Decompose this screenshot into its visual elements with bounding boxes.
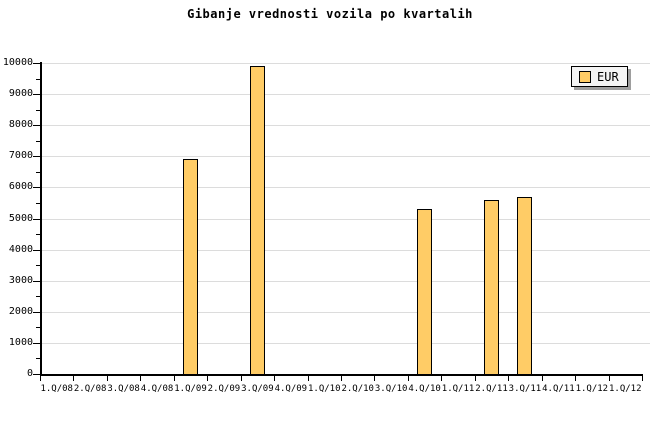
x-tick — [541, 376, 543, 381]
y-tick-label: 9000 — [8, 88, 33, 100]
x-tick — [40, 376, 41, 381]
x-tick — [508, 376, 510, 381]
gridline-5000 — [42, 218, 650, 220]
y-tick-3000 — [33, 280, 40, 282]
y-tick-7000 — [33, 156, 40, 158]
x-tick — [73, 376, 75, 381]
x-axis-line — [40, 374, 643, 376]
x-tick-label: 4.Q/09 — [274, 384, 308, 394]
legend: EUR — [571, 66, 628, 87]
x-tick-label: 3.Q/11 — [508, 384, 542, 394]
x-tick-label: 3.Q/10 — [374, 384, 408, 394]
bar-3.Q/11 — [517, 197, 533, 375]
y-minor-tick-6500 — [36, 171, 40, 173]
x-tick — [240, 376, 242, 381]
x-tick-label: 4.Q/11 — [542, 384, 575, 394]
y-axis-line — [40, 62, 42, 376]
y-tick-10000 — [33, 63, 40, 64]
y-tick-1000 — [33, 342, 40, 344]
x-tick — [575, 376, 577, 381]
x-tick — [106, 376, 108, 381]
y-minor-tick-3500 — [36, 265, 40, 267]
x-tick-label: 3.Q/09 — [241, 384, 274, 394]
legend-swatch-eur — [579, 70, 591, 83]
y-minor-tick-5500 — [36, 202, 40, 204]
y-minor-tick-1500 — [36, 327, 40, 329]
x-tick — [608, 376, 610, 381]
y-tick-label: 1000 — [8, 336, 33, 348]
x-tick-label: 1.Q/11 — [441, 384, 475, 394]
x-tick-label: 2.Q/08 — [73, 384, 107, 394]
bar-4.Q/10 — [417, 209, 433, 375]
x-tick-label: 1.Q/12 — [609, 384, 642, 394]
y-tick-label: 2000 — [8, 305, 33, 317]
x-tick-label: 2.Q/11 — [475, 384, 508, 394]
y-tick-2000 — [33, 311, 40, 313]
y-tick-6000 — [33, 187, 40, 189]
y-tick-label: 8000 — [8, 119, 33, 131]
y-minor-tick-9500 — [36, 78, 40, 80]
y-tick-9000 — [33, 94, 40, 96]
y-tick-label: 7000 — [8, 150, 33, 162]
gridline-3000 — [42, 280, 650, 282]
y-tick-0 — [33, 374, 40, 375]
x-tick — [474, 376, 476, 381]
y-tick-label: 3000 — [8, 274, 33, 286]
x-tick — [341, 376, 342, 381]
x-tick-label: 1.Q/09 — [174, 384, 207, 394]
x-tick-label: 1.Q/08 — [40, 384, 73, 394]
y-minor-tick-2500 — [36, 296, 40, 298]
gridline-8000 — [42, 125, 650, 127]
y-tick-5000 — [33, 218, 40, 220]
gridline-4000 — [42, 249, 650, 251]
x-tick — [374, 376, 376, 381]
x-tick-label: 1.Q/12 — [575, 384, 609, 394]
y-minor-tick-4500 — [36, 234, 40, 236]
x-tick — [173, 376, 175, 381]
x-tick — [441, 376, 443, 381]
y-minor-tick-8500 — [36, 109, 40, 111]
gridline-2000 — [42, 311, 650, 313]
gridline-6000 — [42, 187, 650, 189]
chart-title: Gibanje vrednosti vozila po kvartalih — [187, 7, 473, 21]
y-tick-label: 4000 — [8, 243, 33, 255]
x-tick-label: 2.Q/09 — [207, 384, 241, 394]
bar-1.Q/09 — [183, 159, 198, 375]
legend-label: EUR — [597, 69, 619, 84]
x-tick-label: 1.Q/10 — [308, 384, 341, 394]
y-tick-label: 10000 — [2, 57, 33, 68]
x-tick-label: 3.Q/08 — [107, 384, 140, 394]
x-tick-label: 2.Q/10 — [341, 384, 374, 394]
x-tick — [642, 376, 643, 381]
y-tick-label: 6000 — [8, 181, 33, 193]
bar-2.Q/11 — [484, 200, 499, 375]
y-tick-label: 5000 — [8, 212, 33, 224]
x-tick — [140, 376, 142, 381]
bar-3.Q/09 — [249, 66, 265, 375]
x-tick — [307, 376, 309, 381]
y-minor-tick-7500 — [36, 140, 40, 142]
gridline-7000 — [42, 156, 650, 158]
x-tick-label: 4.Q/10 — [408, 384, 441, 394]
x-tick — [274, 376, 276, 381]
x-tick — [207, 376, 209, 381]
gridline-10000 — [42, 63, 650, 64]
y-tick-8000 — [33, 125, 40, 127]
x-tick — [407, 376, 409, 381]
gridline-9000 — [42, 94, 650, 96]
x-tick-label: 4.Q/08 — [140, 384, 174, 394]
y-tick-label: 0 — [26, 368, 33, 379]
y-minor-tick-500 — [36, 358, 40, 360]
gridline-1000 — [42, 342, 650, 344]
y-tick-4000 — [33, 249, 40, 251]
